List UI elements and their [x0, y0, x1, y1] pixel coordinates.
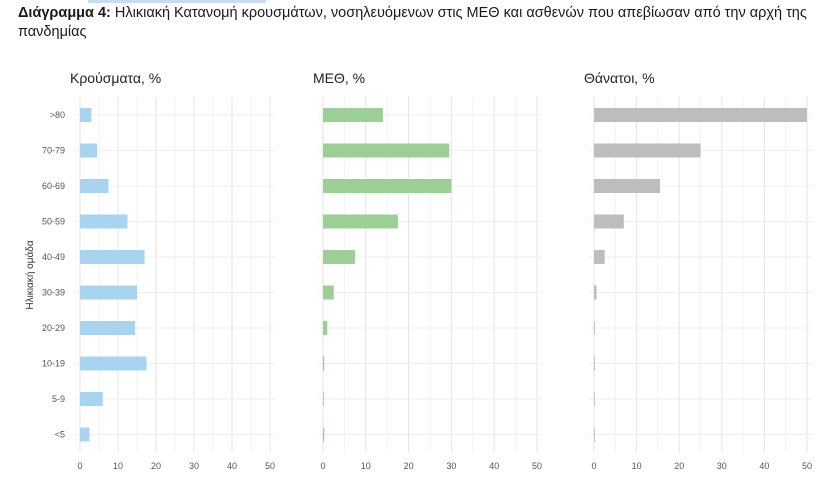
category-label: 10-19 [42, 359, 65, 369]
bar-5-9 [323, 392, 324, 406]
caption-text: Ηλικιακή Κατανομή κρουσμάτων, νοσηλευόμε… [18, 5, 807, 40]
bar-60-69 [80, 179, 109, 193]
x-tick-label: 40 [227, 461, 237, 471]
x-tick-label: 40 [489, 461, 499, 471]
x-tick-label: 0 [77, 461, 82, 471]
bar-50-59 [594, 214, 624, 229]
bar-10-19 [594, 356, 595, 371]
bar-60-69 [323, 179, 452, 193]
bar-70-79 [323, 143, 450, 158]
bar-30-39 [323, 285, 334, 300]
bar-<5 [594, 427, 595, 442]
x-tick-label: 10 [113, 461, 123, 471]
bar-60-69 [594, 179, 661, 193]
x-tick-label: 30 [446, 461, 456, 471]
bar-10-19 [323, 356, 325, 371]
category-label: 40-49 [42, 252, 65, 262]
bar-40-49 [80, 250, 145, 264]
bar-10-19 [80, 356, 147, 371]
bar-20-29 [594, 321, 595, 335]
category-label: 70-79 [42, 146, 65, 156]
category-label: >80 [50, 110, 65, 120]
x-tick-label: 10 [632, 461, 642, 471]
x-tick-label: 20 [151, 461, 161, 471]
x-tick-label: 20 [404, 461, 414, 471]
x-tick-label: 50 [532, 461, 542, 471]
x-tick-label: 10 [361, 461, 371, 471]
x-tick-label: 50 [802, 461, 812, 471]
bar-20-29 [80, 321, 136, 335]
bar-40-49 [594, 250, 605, 264]
caption-highlight [88, 0, 266, 3]
x-tick-label: 30 [189, 461, 199, 471]
bar-50-59 [80, 214, 128, 229]
y-axis-label: Ηλικιακή ομάδα [24, 240, 36, 309]
caption-prefix: Διάγραμμα 4: [18, 5, 111, 21]
category-label: 30-39 [42, 288, 65, 298]
bar-70-79 [594, 143, 701, 158]
bar-50-59 [323, 214, 398, 229]
bar-<5 [80, 427, 90, 442]
bar-70-79 [80, 143, 98, 158]
x-tick-label: 0 [320, 461, 325, 471]
category-label: 60-69 [42, 181, 65, 191]
bar-20-29 [323, 321, 328, 335]
panel-title: Θάνατοι, % [584, 70, 655, 86]
bar->80 [594, 108, 807, 122]
x-tick-label: 30 [717, 461, 727, 471]
bar->80 [80, 108, 92, 122]
bar-30-39 [594, 285, 597, 300]
figure-caption: Διάγραμμα 4: Ηλικιακή Κατανομή κρουσμάτω… [18, 4, 833, 42]
x-tick-label: 20 [674, 461, 684, 471]
panel-title: Κρούσματα, % [70, 70, 161, 86]
category-label: 5-9 [52, 394, 65, 404]
bar-5-9 [80, 392, 103, 406]
bar-30-39 [80, 285, 137, 300]
category-label: 50-59 [42, 217, 65, 227]
panel-title: ΜΕΘ, % [313, 70, 365, 86]
x-tick-label: 40 [759, 461, 769, 471]
x-tick-label: 50 [265, 461, 275, 471]
x-tick-label: 0 [591, 461, 596, 471]
category-label: 20-29 [42, 323, 65, 333]
bar-<5 [323, 427, 325, 442]
bar->80 [323, 108, 383, 122]
bar-40-49 [323, 250, 356, 264]
bar-5-9 [594, 392, 595, 406]
category-label: <5 [55, 430, 65, 440]
